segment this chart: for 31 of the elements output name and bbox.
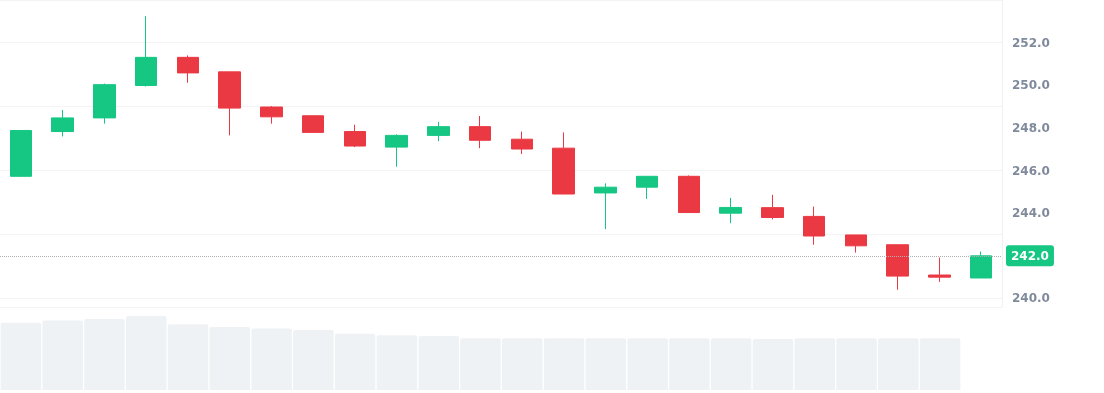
candlestick bbox=[385, 133, 408, 168]
candlestick bbox=[427, 121, 450, 142]
y-tick-label: 252.0 bbox=[1012, 35, 1050, 50]
candlestick bbox=[803, 206, 825, 246]
candlestick bbox=[636, 175, 658, 200]
y-tick-label: 250.0 bbox=[1012, 78, 1050, 93]
candlestick bbox=[469, 115, 491, 149]
candlestick bbox=[177, 54, 199, 84]
candlestick bbox=[10, 129, 32, 178]
candlestick bbox=[845, 234, 867, 254]
y-tick-label: 246.0 bbox=[1012, 163, 1050, 178]
candlestick bbox=[678, 174, 700, 214]
candlestick bbox=[344, 124, 366, 148]
candlestick bbox=[552, 131, 575, 195]
candlestick bbox=[928, 257, 951, 283]
candlestick bbox=[93, 83, 116, 125]
candlestick bbox=[719, 197, 742, 224]
ref-line-label: 242.0 bbox=[1011, 248, 1049, 263]
candlestick bbox=[970, 251, 992, 279]
candlestick bbox=[260, 105, 283, 125]
y-tick-label: 244.0 bbox=[1012, 206, 1050, 221]
candlestick bbox=[218, 71, 241, 136]
y-tick-label: 240.0 bbox=[1012, 291, 1050, 306]
candlestick bbox=[302, 115, 324, 133]
candlestick bbox=[51, 109, 74, 137]
candlestick bbox=[135, 15, 157, 88]
candlestick bbox=[594, 182, 617, 230]
candlestick bbox=[511, 131, 533, 155]
candlestick bbox=[886, 244, 909, 291]
y-tick-label: 248.0 bbox=[1012, 120, 1050, 135]
candlestick bbox=[761, 194, 784, 220]
